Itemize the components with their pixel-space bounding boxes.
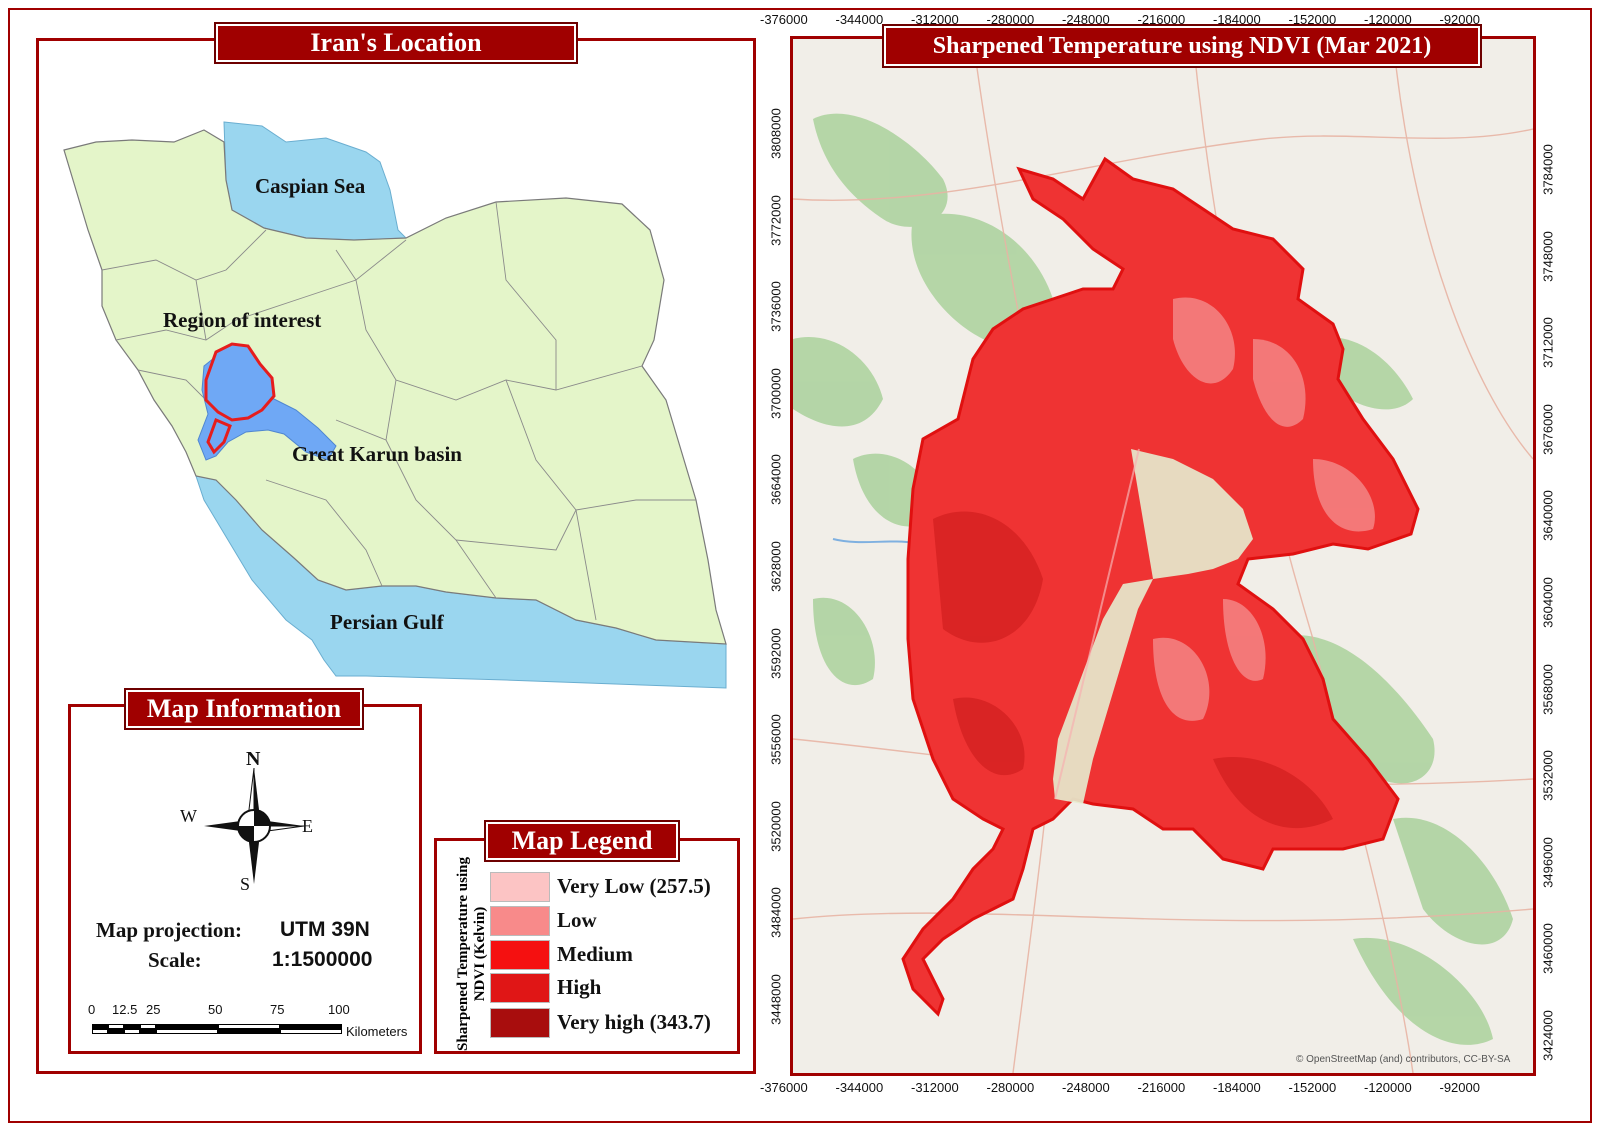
y-tick-right-6: 3568000	[1540, 663, 1556, 715]
compass-east: E	[302, 816, 313, 836]
x-tick-bottom-2: -312000	[911, 1080, 959, 1095]
x-tick-bottom-9: -92000	[1439, 1080, 1480, 1095]
projection-label: Map projection:	[96, 918, 243, 942]
y-tick-right-1: 3748000	[1540, 230, 1556, 282]
legend-swatch-2	[490, 940, 550, 970]
y-tick-right-10: 3424000	[1540, 1010, 1556, 1061]
main-map-title: Sharpened Temperature using NDVI (Mar 20…	[882, 24, 1482, 68]
page-frame	[8, 8, 1592, 1123]
y-tick-left-10: 3448000	[768, 974, 784, 1025]
legend-swatch-1	[490, 906, 550, 936]
x-tick-bottom-3: -280000	[986, 1080, 1035, 1095]
legend-label-0: Very Low (257.5)	[557, 874, 711, 898]
legend-label-2: Medium	[557, 942, 633, 966]
legend-swatch-3	[490, 973, 550, 1003]
map-legend-title: Map Legend	[484, 820, 680, 862]
y-tick-right-3: 3676000	[1540, 403, 1556, 455]
y-tick-left-5: 3628000	[768, 541, 784, 592]
y-tick-left-8: 3520000	[768, 800, 784, 852]
scale-tick-5: 100	[328, 1002, 350, 1017]
great-karun-basin-label: Great Karun basin	[292, 442, 462, 466]
x-tick-top-1: -344000	[835, 12, 884, 27]
x-tick-top-4: -248000	[1062, 12, 1110, 27]
y-tick-right-2: 3712000	[1540, 317, 1556, 368]
y-tick-left-6: 3592000	[768, 627, 784, 679]
compass-north: N	[246, 748, 261, 770]
legend-label-4: Very high (343.7)	[557, 1010, 711, 1034]
scale-tick-0: 0	[88, 1002, 96, 1017]
scale-tick-1: 12.5	[112, 1002, 138, 1017]
y-tick-right-4: 3640000	[1540, 490, 1556, 542]
map-legend-panel	[434, 838, 740, 1054]
scale-label: Scale:	[148, 948, 202, 972]
iran-location-title: Iran's Location	[214, 22, 578, 64]
scale-unit: Kilometers	[346, 1024, 408, 1039]
x-tick-bottom-5: -216000	[1137, 1080, 1186, 1095]
x-tick-top-2: -312000	[911, 12, 959, 27]
legend-axis-title: Sharpened Temperature using NDVI (Kelvin…	[455, 857, 488, 1051]
y-tick-right-0: 3784000	[1540, 144, 1556, 195]
region-of-interest-label: Region of interest	[163, 308, 322, 332]
iran-map	[63, 121, 727, 689]
x-tick-top-8: -120000	[1364, 12, 1412, 27]
persian-gulf-label: Persian Gulf	[330, 610, 444, 634]
x-tick-top-7: -152000	[1288, 12, 1337, 27]
x-tick-bottom-4: -248000	[1062, 1080, 1110, 1095]
y-tick-left-3: 3700000	[768, 367, 784, 419]
projection-value: UTM 39N	[280, 918, 370, 941]
legend-label-3: High	[557, 975, 602, 999]
x-tick-bottom-6: -184000	[1213, 1080, 1261, 1095]
y-tick-right-5: 3604000	[1540, 577, 1556, 628]
map-information-title: Map Information	[124, 688, 364, 730]
y-tick-left-1: 3772000	[768, 194, 784, 246]
x-tick-top-0: -376000	[760, 12, 808, 27]
caspian-sea-label: Caspian Sea	[255, 174, 366, 198]
main-map	[793, 39, 1533, 1073]
scale-bar	[92, 1024, 342, 1034]
compass-rose-icon	[204, 767, 305, 884]
map-attribution: © OpenStreetMap (and) contributors, CC-B…	[1296, 1054, 1511, 1065]
legend-swatch-0	[490, 872, 550, 902]
y-tick-right-8: 3496000	[1540, 836, 1556, 888]
unsampled-gap	[1053, 449, 1253, 804]
x-tick-bottom-1: -344000	[835, 1080, 884, 1095]
x-tick-top-3: -280000	[986, 12, 1035, 27]
legend-swatch-4	[490, 1008, 550, 1038]
y-tick-right-9: 3460000	[1540, 923, 1556, 975]
x-tick-bottom-0: -376000	[760, 1080, 808, 1095]
temperature-light-patches	[1153, 297, 1375, 721]
scale-tick-4: 75	[270, 1002, 285, 1017]
scale-tick-3: 50	[208, 1002, 223, 1017]
y-tick-left-0: 3808000	[768, 108, 784, 159]
legend-label-1: Low	[557, 908, 597, 932]
y-tick-left-7: 3556000	[768, 714, 784, 765]
stripe-edge	[1054, 448, 1140, 800]
y-tick-right-7: 3532000	[1540, 750, 1556, 801]
temperature-hot-zones	[933, 511, 1333, 829]
y-tick-left-2: 3736000	[768, 281, 784, 332]
y-tick-left-9: 3484000	[768, 887, 784, 939]
y-tick-left-4: 3664000	[768, 454, 784, 506]
compass-west: W	[180, 806, 197, 826]
province-boundaries	[101, 201, 696, 621]
x-tick-top-6: -184000	[1213, 12, 1261, 27]
region-of-interest-shape	[204, 342, 276, 422]
scale-tick-2: 25	[146, 1002, 161, 1017]
scale-value: 1:1500000	[272, 948, 373, 971]
x-tick-bottom-7: -152000	[1288, 1080, 1337, 1095]
compass-south: S	[240, 874, 251, 894]
region-of-interest-tail	[206, 417, 232, 455]
x-tick-top-9: -92000	[1439, 12, 1480, 27]
x-tick-bottom-8: -120000	[1364, 1080, 1412, 1095]
x-tick-top-5: -216000	[1137, 12, 1186, 27]
